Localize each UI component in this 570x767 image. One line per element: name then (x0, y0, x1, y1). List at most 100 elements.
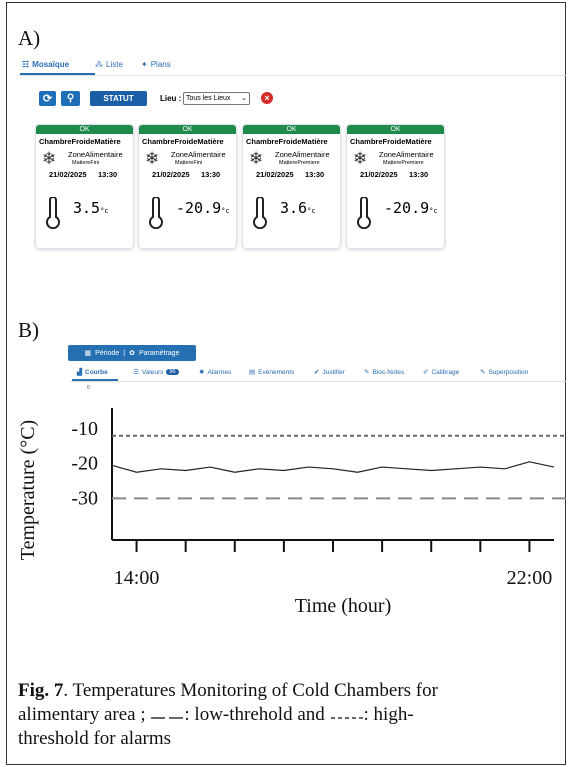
x-tick-label: 14:00 (114, 567, 160, 589)
tab-label: Evènements (258, 369, 294, 376)
figure-frame (6, 2, 566, 765)
date: 21/02/2025 (49, 170, 87, 179)
product-name: MatiereFini (72, 160, 99, 166)
tab-label: Liste (106, 60, 123, 69)
product-name: MatiereFini (175, 160, 202, 166)
tab-icon: ✐ (423, 368, 428, 376)
temperature-unit: °c (307, 207, 315, 215)
chamber-name: ChambreFroideMatière (347, 134, 444, 146)
tab[interactable]: ✦Plans (141, 60, 171, 69)
x-axis-label: Time (hour) (295, 595, 391, 617)
tab-underline (72, 379, 118, 381)
tab[interactable]: ✎Superposition (480, 368, 528, 376)
tab-label: Courbe (85, 369, 108, 376)
snowflake-icon: ❄ (249, 149, 263, 169)
tab[interactable]: ✎Bloc-Notes (364, 368, 404, 376)
temperature-unit: °c (100, 207, 108, 215)
tab-divider (70, 381, 566, 382)
caption-line: threshold for alarms (18, 728, 171, 750)
panel-label: A) (18, 26, 40, 51)
temperature-unit: °c (221, 207, 229, 215)
product-name: MatierePremiere (279, 160, 320, 166)
zone-name: ZoneAlimentaire (68, 150, 123, 159)
caption-label: Fig. 7 (18, 680, 63, 701)
temperature-value: -20.9 (384, 199, 429, 217)
caption-line: Fig. 7. Temperatures Monitoring of Cold … (18, 680, 438, 702)
tab[interactable]: ⁂Liste (95, 60, 123, 69)
temperature-unit: °c (429, 207, 437, 215)
panel-label: B) (18, 318, 39, 343)
date: 21/02/2025 (256, 170, 294, 179)
tab-label: Superposition (488, 369, 528, 376)
temperature: 3.5°c (73, 199, 109, 217)
long-dash-sample (150, 710, 184, 720)
temperature-value: 3.5 (73, 199, 100, 217)
period-toolbar[interactable]: ▦Période | ✿Paramétrage (68, 345, 196, 361)
tab[interactable]: ✐Calibrage (423, 368, 459, 376)
count-badge: 96 (166, 369, 178, 375)
sub-count: 0 (87, 385, 90, 391)
thermometer-icon (148, 197, 164, 234)
tab-underline (20, 73, 95, 75)
tab-label: Bloc-Notes (372, 369, 404, 376)
zone-name: ZoneAlimentaire (379, 150, 434, 159)
status-badge: OK (36, 125, 133, 134)
search-button[interactable]: ⚲ (61, 91, 80, 106)
period-button: Période (95, 350, 119, 357)
temperature: -20.9°c (176, 199, 230, 217)
tab[interactable]: ▟Courbe (77, 368, 108, 376)
tab-icon: ▤ (249, 368, 255, 376)
chamber-name: ChambreFroideMatière (139, 134, 236, 146)
thermometer-icon (356, 197, 372, 234)
status-button[interactable]: STATUT (90, 91, 147, 106)
tab-icon: ✹ (199, 368, 204, 376)
zone-name: ZoneAlimentaire (275, 150, 330, 159)
tab[interactable]: ☷Mosaïque (22, 60, 69, 69)
status-badge: OK (139, 125, 236, 134)
tab-divider (18, 75, 566, 76)
temperature-line (112, 462, 554, 472)
time: 13:30 (305, 170, 324, 179)
tab-icon: ☰ (133, 368, 139, 376)
clear-button[interactable]: × (261, 92, 273, 104)
time: 13:30 (409, 170, 428, 179)
y-axis-label: Temperature (°C) (17, 420, 39, 560)
zone-name: ZoneAlimentaire (171, 150, 226, 159)
tab-icon: ▟ (77, 368, 82, 376)
location-select[interactable]: Tous les Lieux⌄ (183, 92, 250, 105)
caption-line: alimentary area ; : low-threhold and : h… (18, 704, 414, 726)
y-tick-label: -20 (71, 453, 98, 475)
tab-label: Calibrage (431, 369, 459, 376)
select-value: Tous les Lieux (186, 95, 230, 102)
tab[interactable]: ✹Alarmes (199, 368, 231, 376)
chamber-name: ChambreFroideMatière (243, 134, 340, 146)
caption-text: alimentary area ; (18, 704, 150, 725)
product-name: MatierePremiere (383, 160, 424, 166)
caption-text: threshold for alarms (18, 728, 171, 749)
settings-button: Paramétrage (139, 350, 179, 357)
tab-label: Justifier (322, 369, 344, 376)
caption-text: . Temperatures Monitoring of Cold Chambe… (63, 680, 438, 701)
tab-label: Mosaïque (32, 60, 69, 69)
separator: | (123, 350, 125, 357)
status-badge: OK (347, 125, 444, 134)
time: 13:30 (201, 170, 220, 179)
thermometer-icon (252, 197, 268, 234)
y-tick-label: -10 (71, 418, 98, 440)
tab-icon: ✎ (480, 368, 485, 376)
date: 21/02/2025 (360, 170, 398, 179)
tab[interactable]: ✔Justifier (314, 368, 345, 376)
tab[interactable]: ▤Evènements (249, 368, 294, 376)
caption-text: : low-threhold and (184, 704, 329, 725)
temperature-value: 3.6 (280, 199, 307, 217)
temperature: 3.6°c (280, 199, 316, 217)
refresh-button[interactable]: ⟳ (39, 91, 56, 106)
tab-icon: ✎ (364, 368, 369, 376)
snowflake-icon: ❄ (353, 149, 367, 169)
date: 21/02/2025 (152, 170, 190, 179)
